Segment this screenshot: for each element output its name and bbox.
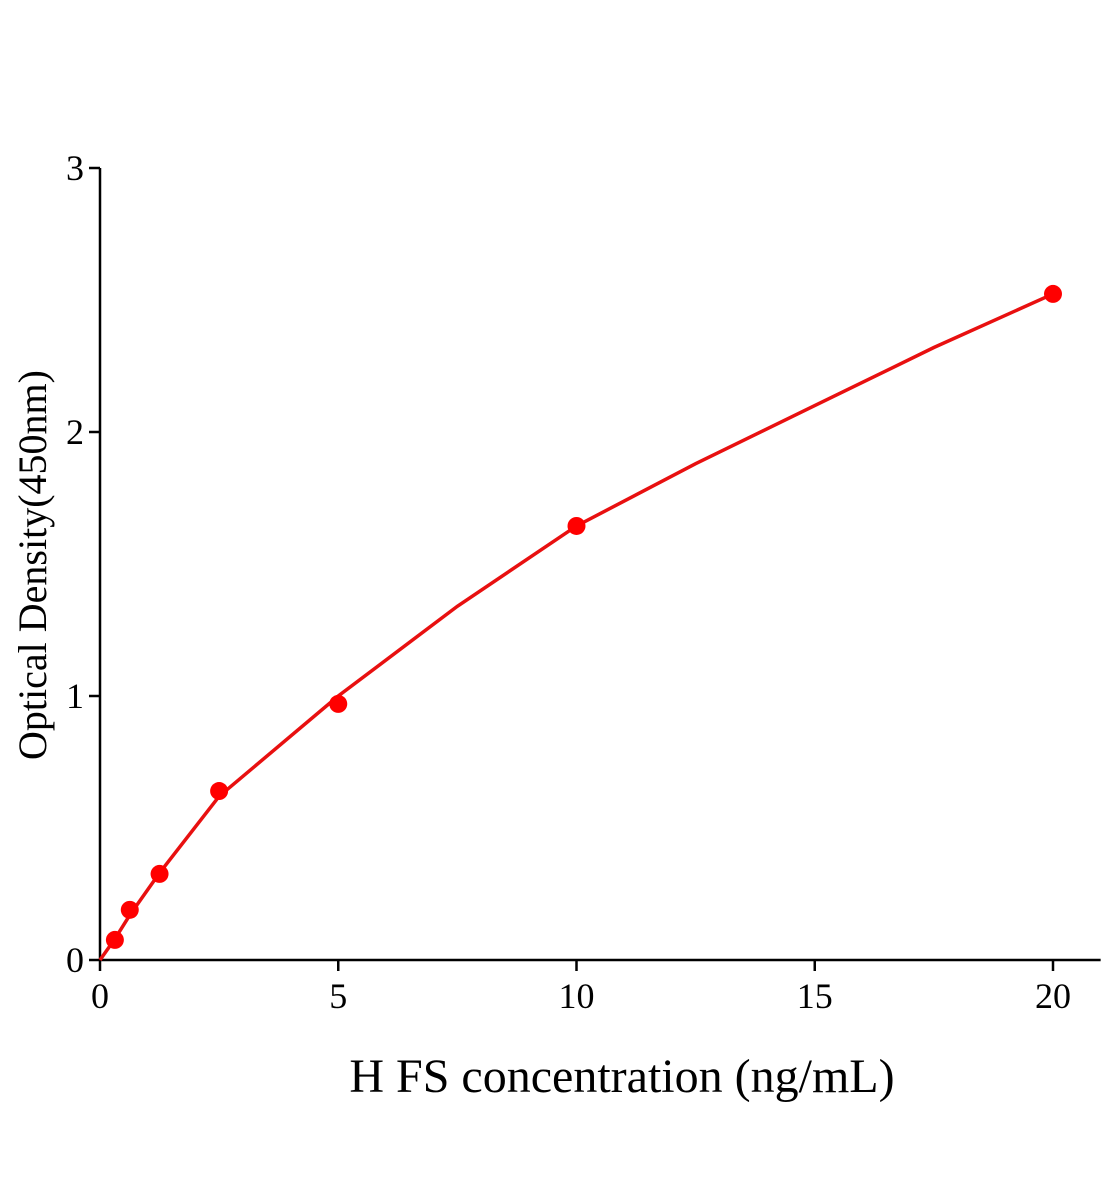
fit-curve bbox=[98, 292, 1054, 962]
y-tick-label: 3 bbox=[66, 148, 84, 188]
data-point bbox=[120, 900, 139, 919]
y-tick-label: 0 bbox=[66, 940, 84, 980]
x-axis-title: H FS concentration (ng/mL) bbox=[349, 1050, 894, 1103]
x-tick-label: 5 bbox=[329, 976, 347, 1016]
data-point bbox=[1044, 284, 1062, 303]
data-point bbox=[150, 864, 169, 883]
data-point bbox=[210, 782, 229, 801]
x-tick-label: 15 bbox=[797, 976, 833, 1016]
y-tick-label: 2 bbox=[66, 412, 84, 452]
y-axis-title: Optical Density(450nm) bbox=[10, 370, 55, 760]
y-tick-label: 1 bbox=[66, 676, 84, 716]
data-point bbox=[567, 516, 586, 535]
x-tick-label: 10 bbox=[559, 976, 595, 1016]
x-tick-label: 0 bbox=[91, 976, 109, 1016]
data-point bbox=[329, 694, 348, 713]
x-tick-label: 20 bbox=[1035, 976, 1071, 1016]
data-point bbox=[105, 930, 124, 949]
